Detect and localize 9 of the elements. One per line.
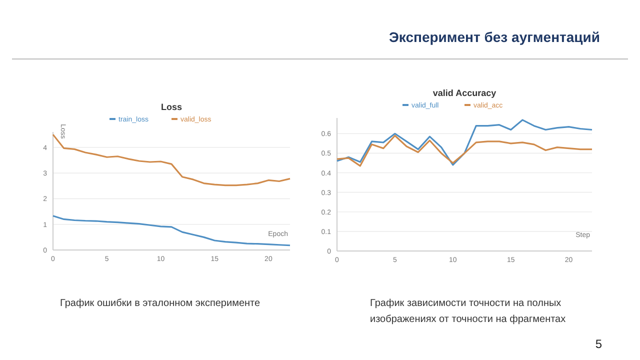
text: 5 bbox=[595, 337, 602, 351]
line-series bbox=[336, 134, 593, 167]
chart-title: valid Accuracy bbox=[432, 88, 496, 98]
line-series bbox=[52, 215, 291, 246]
text: Эксперимент без аугментаций bbox=[388, 29, 600, 45]
text: График зависимости точности на полных изображениях от точности на фрагментах bbox=[370, 298, 566, 325]
chart-title: Loss bbox=[160, 102, 182, 112]
text: График ошибки в эталонном эксперименте bbox=[60, 298, 260, 309]
line-series bbox=[336, 119, 593, 166]
